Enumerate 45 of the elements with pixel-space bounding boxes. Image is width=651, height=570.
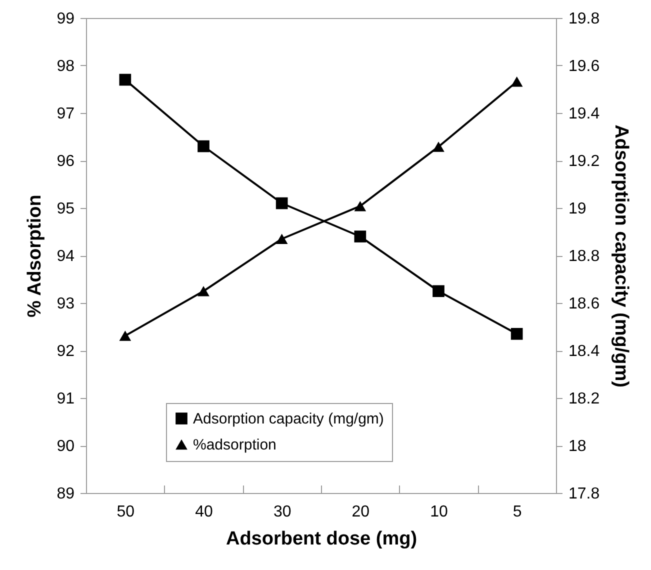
y-tick-label: 90 bbox=[56, 438, 75, 455]
y-tick-label: 89 bbox=[56, 486, 75, 502]
y2-axis-title: Adsorption capacity (mg/gm) bbox=[610, 124, 632, 388]
y2-tick-label: 19.8 bbox=[568, 10, 600, 28]
point bbox=[510, 328, 523, 340]
point bbox=[198, 140, 210, 152]
y2-tick-label: 18.4 bbox=[568, 343, 600, 360]
y-tick-label: 97 bbox=[56, 106, 75, 122]
point bbox=[432, 285, 444, 298]
y-tick-label: 99 bbox=[56, 10, 75, 28]
x-tick-label: 40 bbox=[195, 504, 213, 520]
y-axis-title: % Adsorption bbox=[24, 194, 46, 318]
y-tick-label: 94 bbox=[56, 248, 75, 265]
y2-tick-label: 18 bbox=[568, 438, 586, 455]
y-tick-label: 92 bbox=[56, 343, 75, 360]
x-tick-label: 5 bbox=[512, 504, 522, 520]
y2-tick-label: 18.6 bbox=[568, 296, 600, 312]
point bbox=[354, 230, 366, 242]
legend-label: %adsorption bbox=[193, 436, 276, 454]
point bbox=[198, 286, 210, 296]
y-tick-label: 98 bbox=[56, 58, 75, 75]
y-tick-label: 96 bbox=[56, 153, 75, 170]
x-tick-label: 10 bbox=[430, 504, 448, 520]
y2-tick-label: 19.6 bbox=[568, 58, 600, 75]
y-tick-label: 95 bbox=[56, 200, 75, 218]
x-tick-label: 30 bbox=[273, 504, 292, 520]
y2-tick-label: 19.4 bbox=[568, 106, 600, 122]
point bbox=[354, 200, 366, 212]
point bbox=[119, 330, 132, 341]
y2-tick-label: 19 bbox=[568, 200, 586, 218]
y-tick-label: 93 bbox=[56, 296, 75, 312]
point bbox=[432, 142, 444, 152]
y2-tick-label: 17.8 bbox=[568, 486, 600, 502]
y-tick-label: 91 bbox=[56, 390, 75, 408]
y2-tick-label: 18.2 bbox=[568, 390, 600, 408]
x-tick-label: 20 bbox=[352, 504, 370, 520]
point bbox=[276, 234, 288, 244]
y2-tick-label: 19.2 bbox=[568, 153, 600, 170]
legend-label: Adsorption capacity (mg/gm) bbox=[193, 410, 384, 428]
point bbox=[119, 74, 132, 86]
x-axis-title: Adsorbent dose (mg) bbox=[226, 528, 418, 550]
point bbox=[510, 76, 523, 87]
x-tick-label: 50 bbox=[116, 504, 135, 520]
y2-tick-label: 18.8 bbox=[568, 248, 600, 265]
point bbox=[276, 197, 288, 210]
